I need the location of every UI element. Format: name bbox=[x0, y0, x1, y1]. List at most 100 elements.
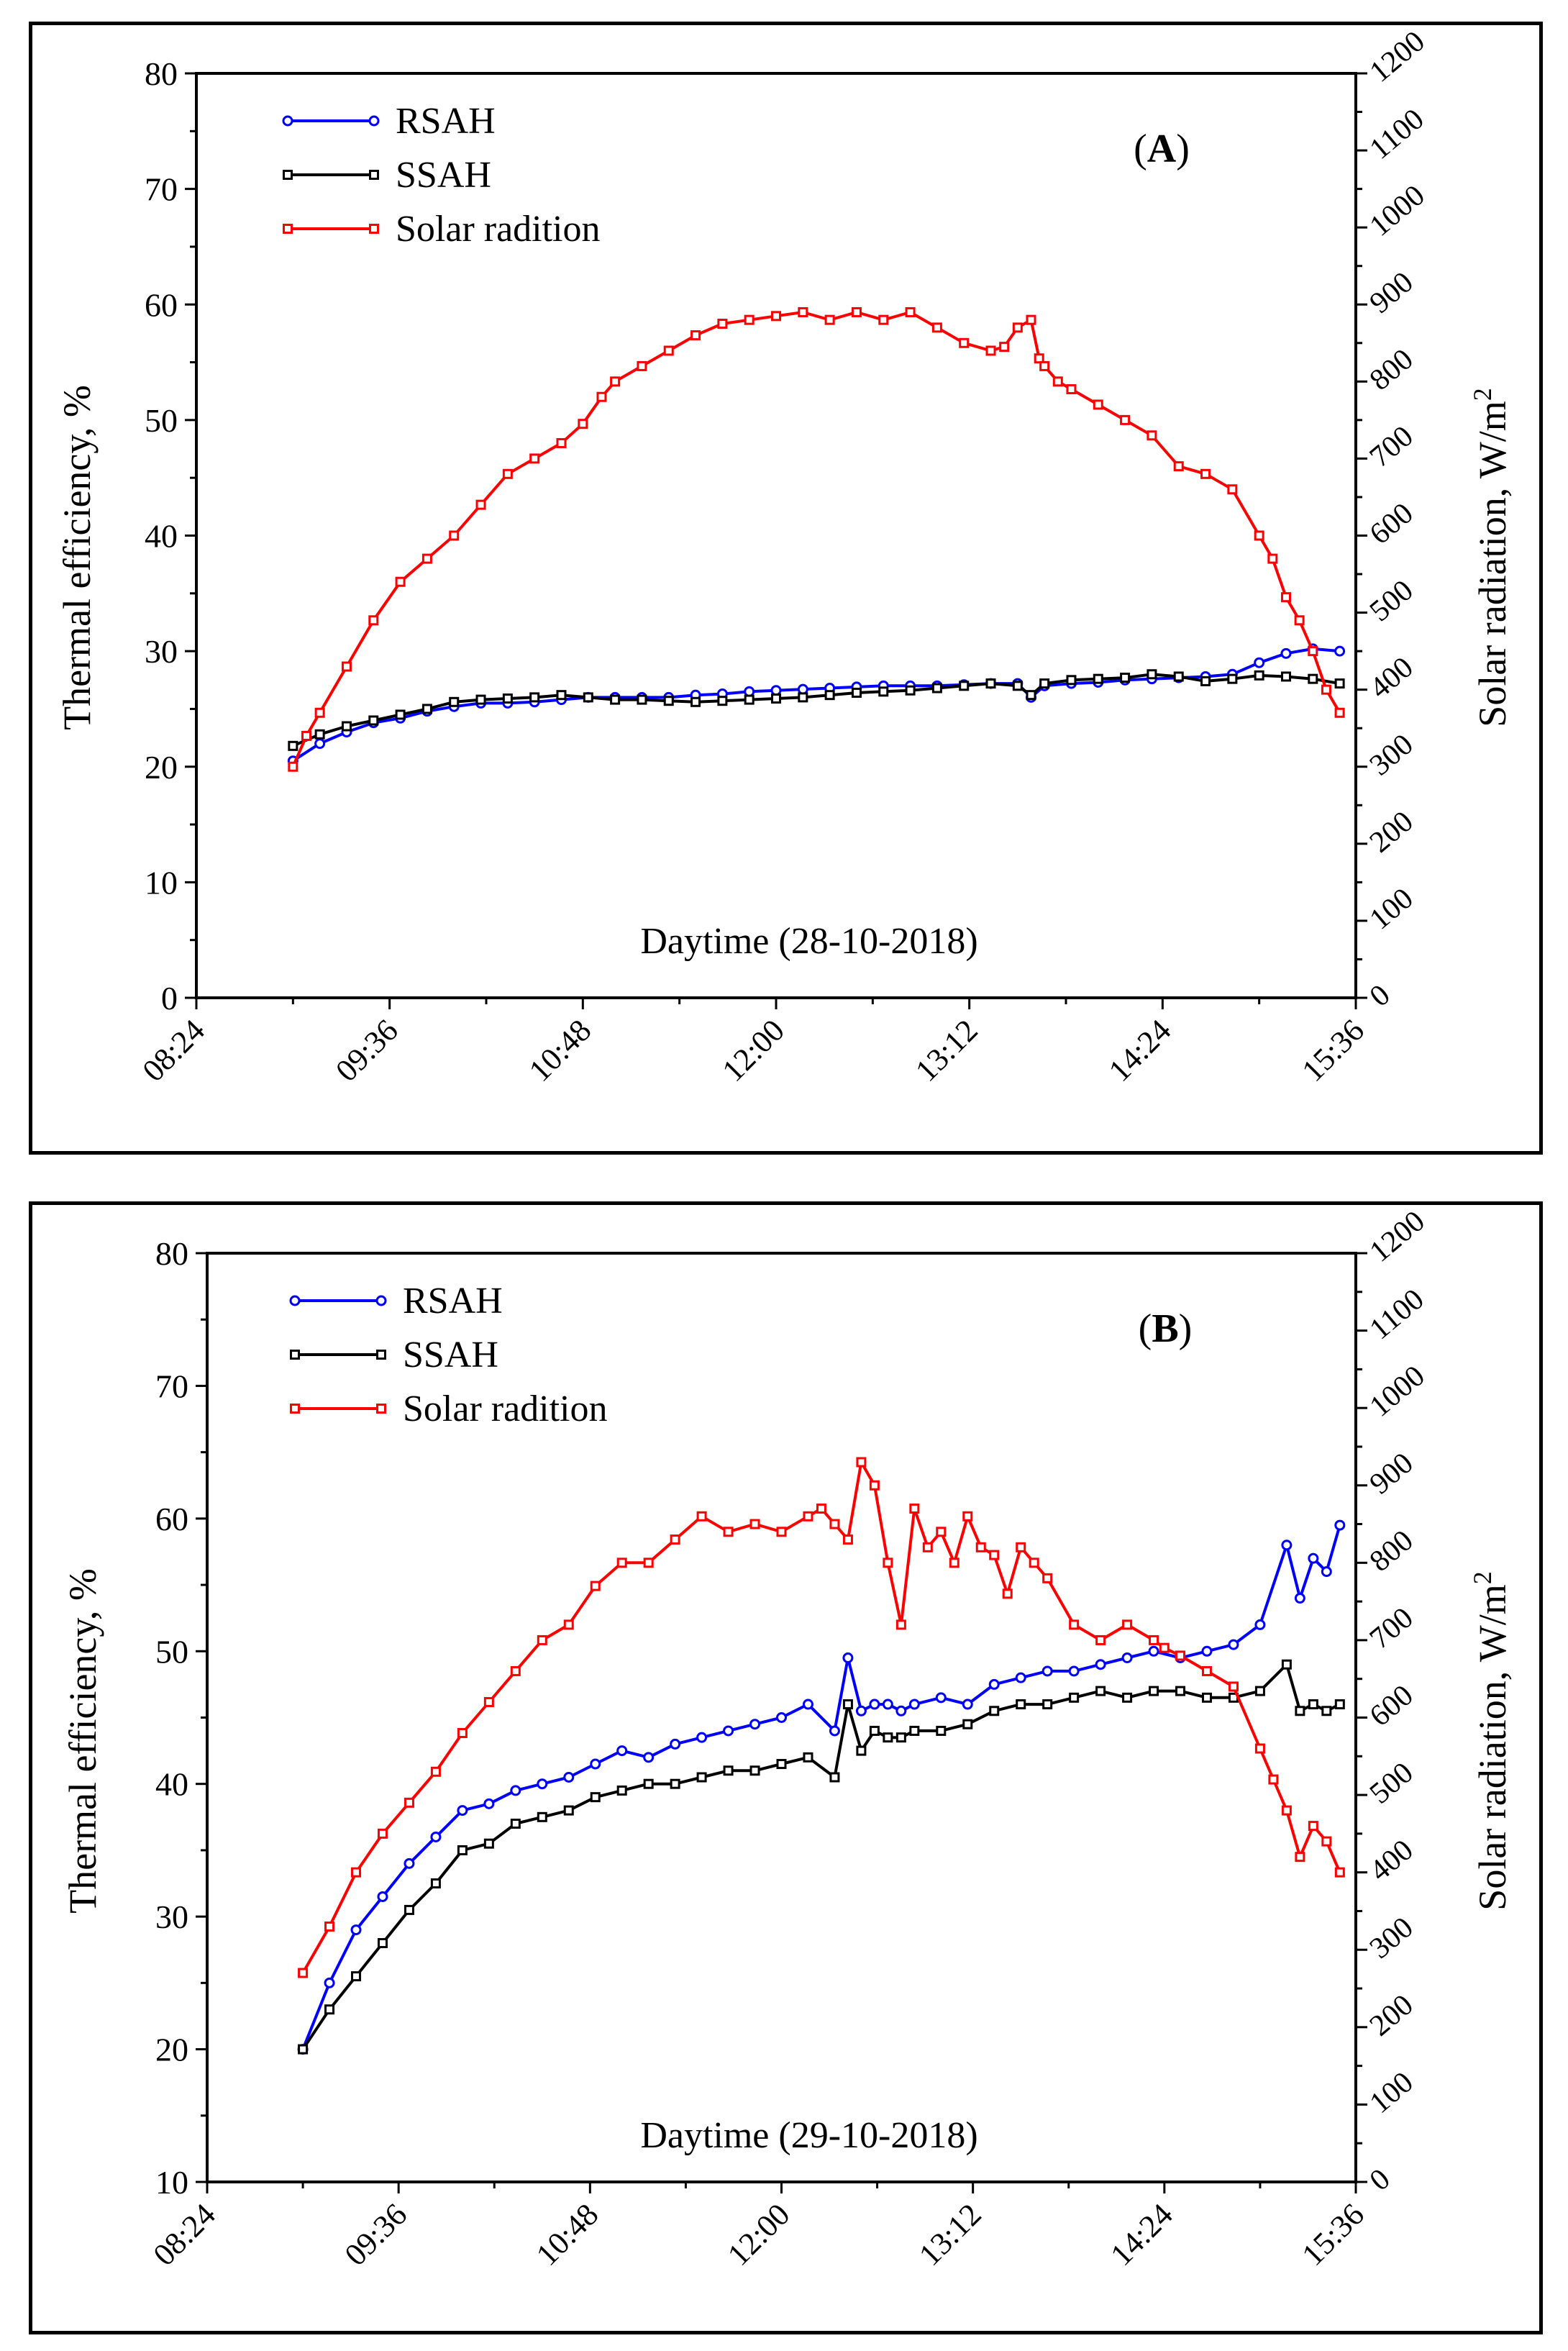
data-point-solar-radition bbox=[690, 330, 701, 341]
data-point-rsah bbox=[1294, 1593, 1305, 1604]
data-point-ssah bbox=[351, 1971, 362, 1982]
y-tick-label: 20 bbox=[145, 749, 178, 786]
y-tick-label: 10 bbox=[155, 2164, 188, 2201]
data-point-rsah bbox=[483, 1798, 495, 1809]
data-point-ssah bbox=[1334, 678, 1345, 689]
data-point-ssah bbox=[1295, 1706, 1305, 1716]
y-tick-label: 80 bbox=[155, 1235, 188, 1272]
data-point-ssah bbox=[1042, 1699, 1053, 1710]
data-point-solar-radition bbox=[1281, 1805, 1292, 1816]
y2-tick-label: 500 bbox=[1364, 574, 1420, 629]
data-point-ssah bbox=[421, 704, 432, 714]
data-point-solar-radition bbox=[1095, 1634, 1106, 1645]
data-point-solar-radition bbox=[1002, 1588, 1013, 1599]
data-point-solar-radition bbox=[975, 1542, 986, 1552]
data-point-solar-radition bbox=[1012, 322, 1023, 333]
legend-marker-ssah bbox=[290, 1350, 300, 1360]
data-point-ssah bbox=[1175, 1686, 1186, 1696]
data-point-rsah bbox=[895, 1705, 907, 1716]
data-point-solar-radition bbox=[1093, 399, 1103, 410]
data-point-solar-radition bbox=[878, 314, 889, 325]
series-line-rsah bbox=[301, 1524, 1341, 2050]
data-point-ssah bbox=[931, 683, 942, 694]
legend-label-solar-radition: Solar radition bbox=[396, 209, 601, 250]
chart-b-svg: 1020304050607080010020030040050060070080… bbox=[61, 1204, 1514, 2273]
data-point-solar-radition bbox=[949, 1558, 960, 1568]
legend-marker-solar-radition bbox=[290, 1404, 300, 1414]
data-point-ssah bbox=[502, 693, 513, 704]
data-point-ssah bbox=[690, 696, 701, 707]
data-point-ssah bbox=[1095, 1686, 1106, 1696]
legend-label-ssah: SSAH bbox=[396, 155, 491, 196]
data-point-solar-radition bbox=[803, 1511, 813, 1522]
data-point-ssah bbox=[878, 686, 889, 697]
data-point-solar-radition bbox=[1280, 592, 1291, 603]
data-point-rsah bbox=[744, 686, 755, 697]
data-point-ssah bbox=[723, 1765, 734, 1776]
data-point-solar-radition bbox=[829, 1519, 840, 1529]
data-point-ssah bbox=[395, 709, 406, 720]
data-point-solar-radition bbox=[856, 1457, 867, 1468]
y2-axis-label-b: Solar radiation, W/m2 bbox=[1468, 1571, 1514, 1910]
data-point-solar-radition bbox=[314, 707, 325, 718]
data-point-solar-radition bbox=[1052, 376, 1063, 387]
data-point-solar-radition bbox=[1122, 1619, 1133, 1630]
data-point-ssah bbox=[962, 1719, 973, 1729]
x-tick-label: 09:36 bbox=[338, 2196, 414, 2273]
legend-marker-ssah bbox=[376, 1350, 386, 1360]
data-point-ssah bbox=[475, 694, 486, 705]
data-point-solar-radition bbox=[959, 337, 970, 348]
data-point-solar-radition bbox=[1295, 1852, 1305, 1863]
data-point-ssah bbox=[936, 1725, 947, 1736]
data-point-ssah bbox=[776, 1759, 787, 1770]
y2-tick-label: 300 bbox=[1364, 728, 1420, 783]
x-tick-label: 15:36 bbox=[1295, 1012, 1372, 1088]
data-point-rsah bbox=[802, 1699, 813, 1710]
legend-marker-ssah bbox=[283, 170, 293, 180]
y2-tick-label: 800 bbox=[1364, 1524, 1420, 1578]
y2-tick-label: 1000 bbox=[1364, 1360, 1431, 1424]
data-point-solar-radition bbox=[816, 1504, 826, 1514]
data-point-solar-radition bbox=[1201, 1665, 1212, 1676]
data-point-solar-radition bbox=[842, 1534, 853, 1545]
data-point-solar-radition bbox=[936, 1527, 947, 1537]
data-point-solar-radition bbox=[1321, 684, 1331, 695]
y-tick-label: 50 bbox=[155, 1633, 188, 1670]
data-point-ssah bbox=[798, 692, 808, 703]
data-point-ssah bbox=[1012, 681, 1023, 691]
y2-tick-label: 0 bbox=[1364, 2163, 1397, 2198]
data-point-solar-radition bbox=[1321, 1836, 1332, 1847]
data-point-rsah bbox=[749, 1719, 761, 1730]
data-point-ssah bbox=[377, 1938, 388, 1949]
data-point-ssah bbox=[404, 1904, 414, 1915]
data-point-ssah bbox=[717, 696, 728, 706]
data-point-ssah bbox=[663, 696, 674, 706]
legend-marker-rsah bbox=[289, 1295, 301, 1306]
data-point-ssah bbox=[563, 1805, 574, 1816]
data-point-solar-radition bbox=[537, 1634, 547, 1645]
data-point-ssah bbox=[1149, 1686, 1159, 1696]
x-tick-label: 08:24 bbox=[136, 1012, 212, 1088]
data-point-solar-radition bbox=[637, 360, 647, 371]
data-point-solar-radition bbox=[1228, 1681, 1239, 1692]
legend-marker-solar-radition bbox=[376, 1404, 386, 1414]
data-point-ssah bbox=[1254, 670, 1264, 681]
data-point-ssah bbox=[510, 1819, 521, 1829]
y2-tick-label: 700 bbox=[1364, 1601, 1420, 1656]
data-point-rsah bbox=[829, 1725, 840, 1737]
legend-marker-ssah bbox=[369, 170, 379, 180]
data-point-solar-radition bbox=[1042, 1573, 1053, 1583]
data-point-solar-radition bbox=[430, 1766, 441, 1777]
data-point-ssah bbox=[298, 2044, 309, 2055]
data-point-solar-radition bbox=[723, 1527, 734, 1537]
data-point-ssah bbox=[643, 1778, 654, 1789]
y2-tick-label: 800 bbox=[1364, 342, 1420, 397]
x-tick-label: 14:24 bbox=[1102, 1012, 1178, 1088]
y2-tick-label: 1000 bbox=[1364, 179, 1431, 243]
data-point-rsah bbox=[723, 1725, 734, 1737]
y2-tick-label: 1100 bbox=[1364, 103, 1431, 166]
data-point-solar-radition bbox=[475, 499, 486, 510]
data-point-ssah bbox=[616, 1785, 627, 1796]
data-point-solar-radition bbox=[457, 1728, 468, 1739]
data-point-solar-radition bbox=[1029, 1558, 1039, 1568]
